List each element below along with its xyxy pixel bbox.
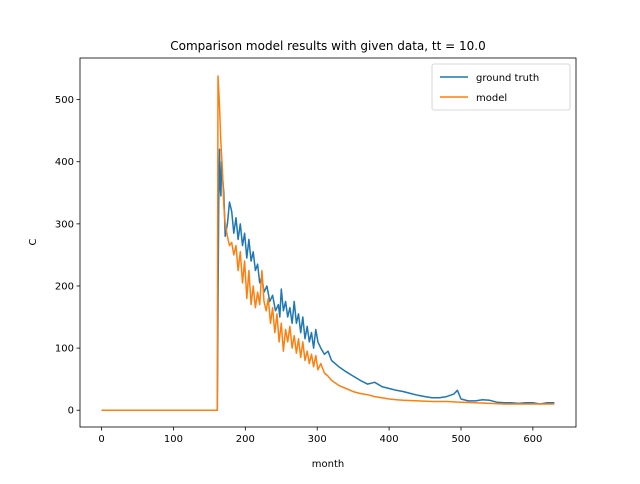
y-tick-label: 200 [55,281,74,292]
legend-label-model: model [476,93,507,104]
y-tick-label: 0 [68,406,74,417]
x-tick-label: 300 [308,434,327,445]
legend: ground truth model [431,63,571,111]
chart-title: Comparison model results with given data… [170,39,485,53]
y-tick-label: 500 [55,95,74,106]
x-axis-label: month [312,459,344,470]
legend-label-ground-truth: ground truth [476,73,539,84]
y-tick-label: 100 [55,344,74,355]
plot-area: 0 100 200 300 400 500 600 0 100 200 300 400 500 [55,57,577,445]
y-axis-label: C [28,238,39,245]
x-tick-label: 100 [164,434,183,445]
legend-box [431,63,571,111]
x-tick-label: 400 [380,434,399,445]
x-tick-label: 0 [98,434,104,445]
x-tick-label: 500 [451,434,470,445]
y-tick-label: 300 [55,219,74,230]
x-tick-label: 200 [236,434,255,445]
series-line-ground-truth [101,148,555,411]
series-line-model [101,75,555,411]
axes-frame [79,57,577,428]
x-tick-label: 600 [523,434,542,445]
y-tick-label: 400 [55,157,74,168]
